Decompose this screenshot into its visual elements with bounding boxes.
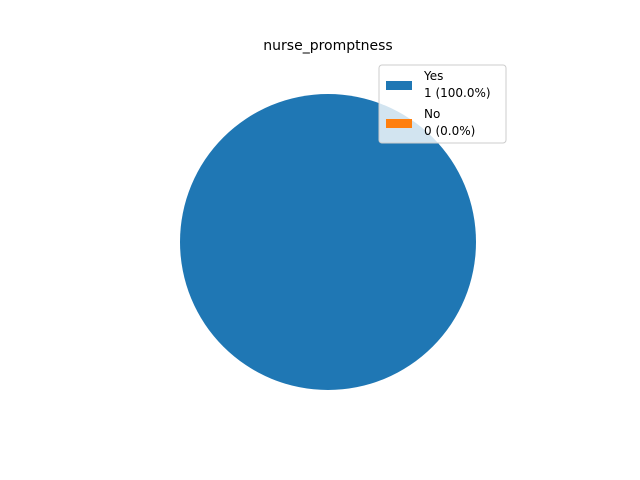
legend: Yes 1 (100.0%) No 0 (0.0%) — [379, 65, 506, 143]
legend-label-no: No — [424, 107, 440, 121]
chart-title: nurse_promptness — [263, 38, 392, 54]
legend-swatch-yes — [386, 81, 412, 90]
legend-value-yes: 1 (100.0%) — [424, 86, 491, 100]
legend-value-no: 0 (0.0%) — [424, 124, 475, 138]
legend-label-yes: Yes — [423, 69, 443, 83]
legend-swatch-no — [386, 119, 412, 128]
